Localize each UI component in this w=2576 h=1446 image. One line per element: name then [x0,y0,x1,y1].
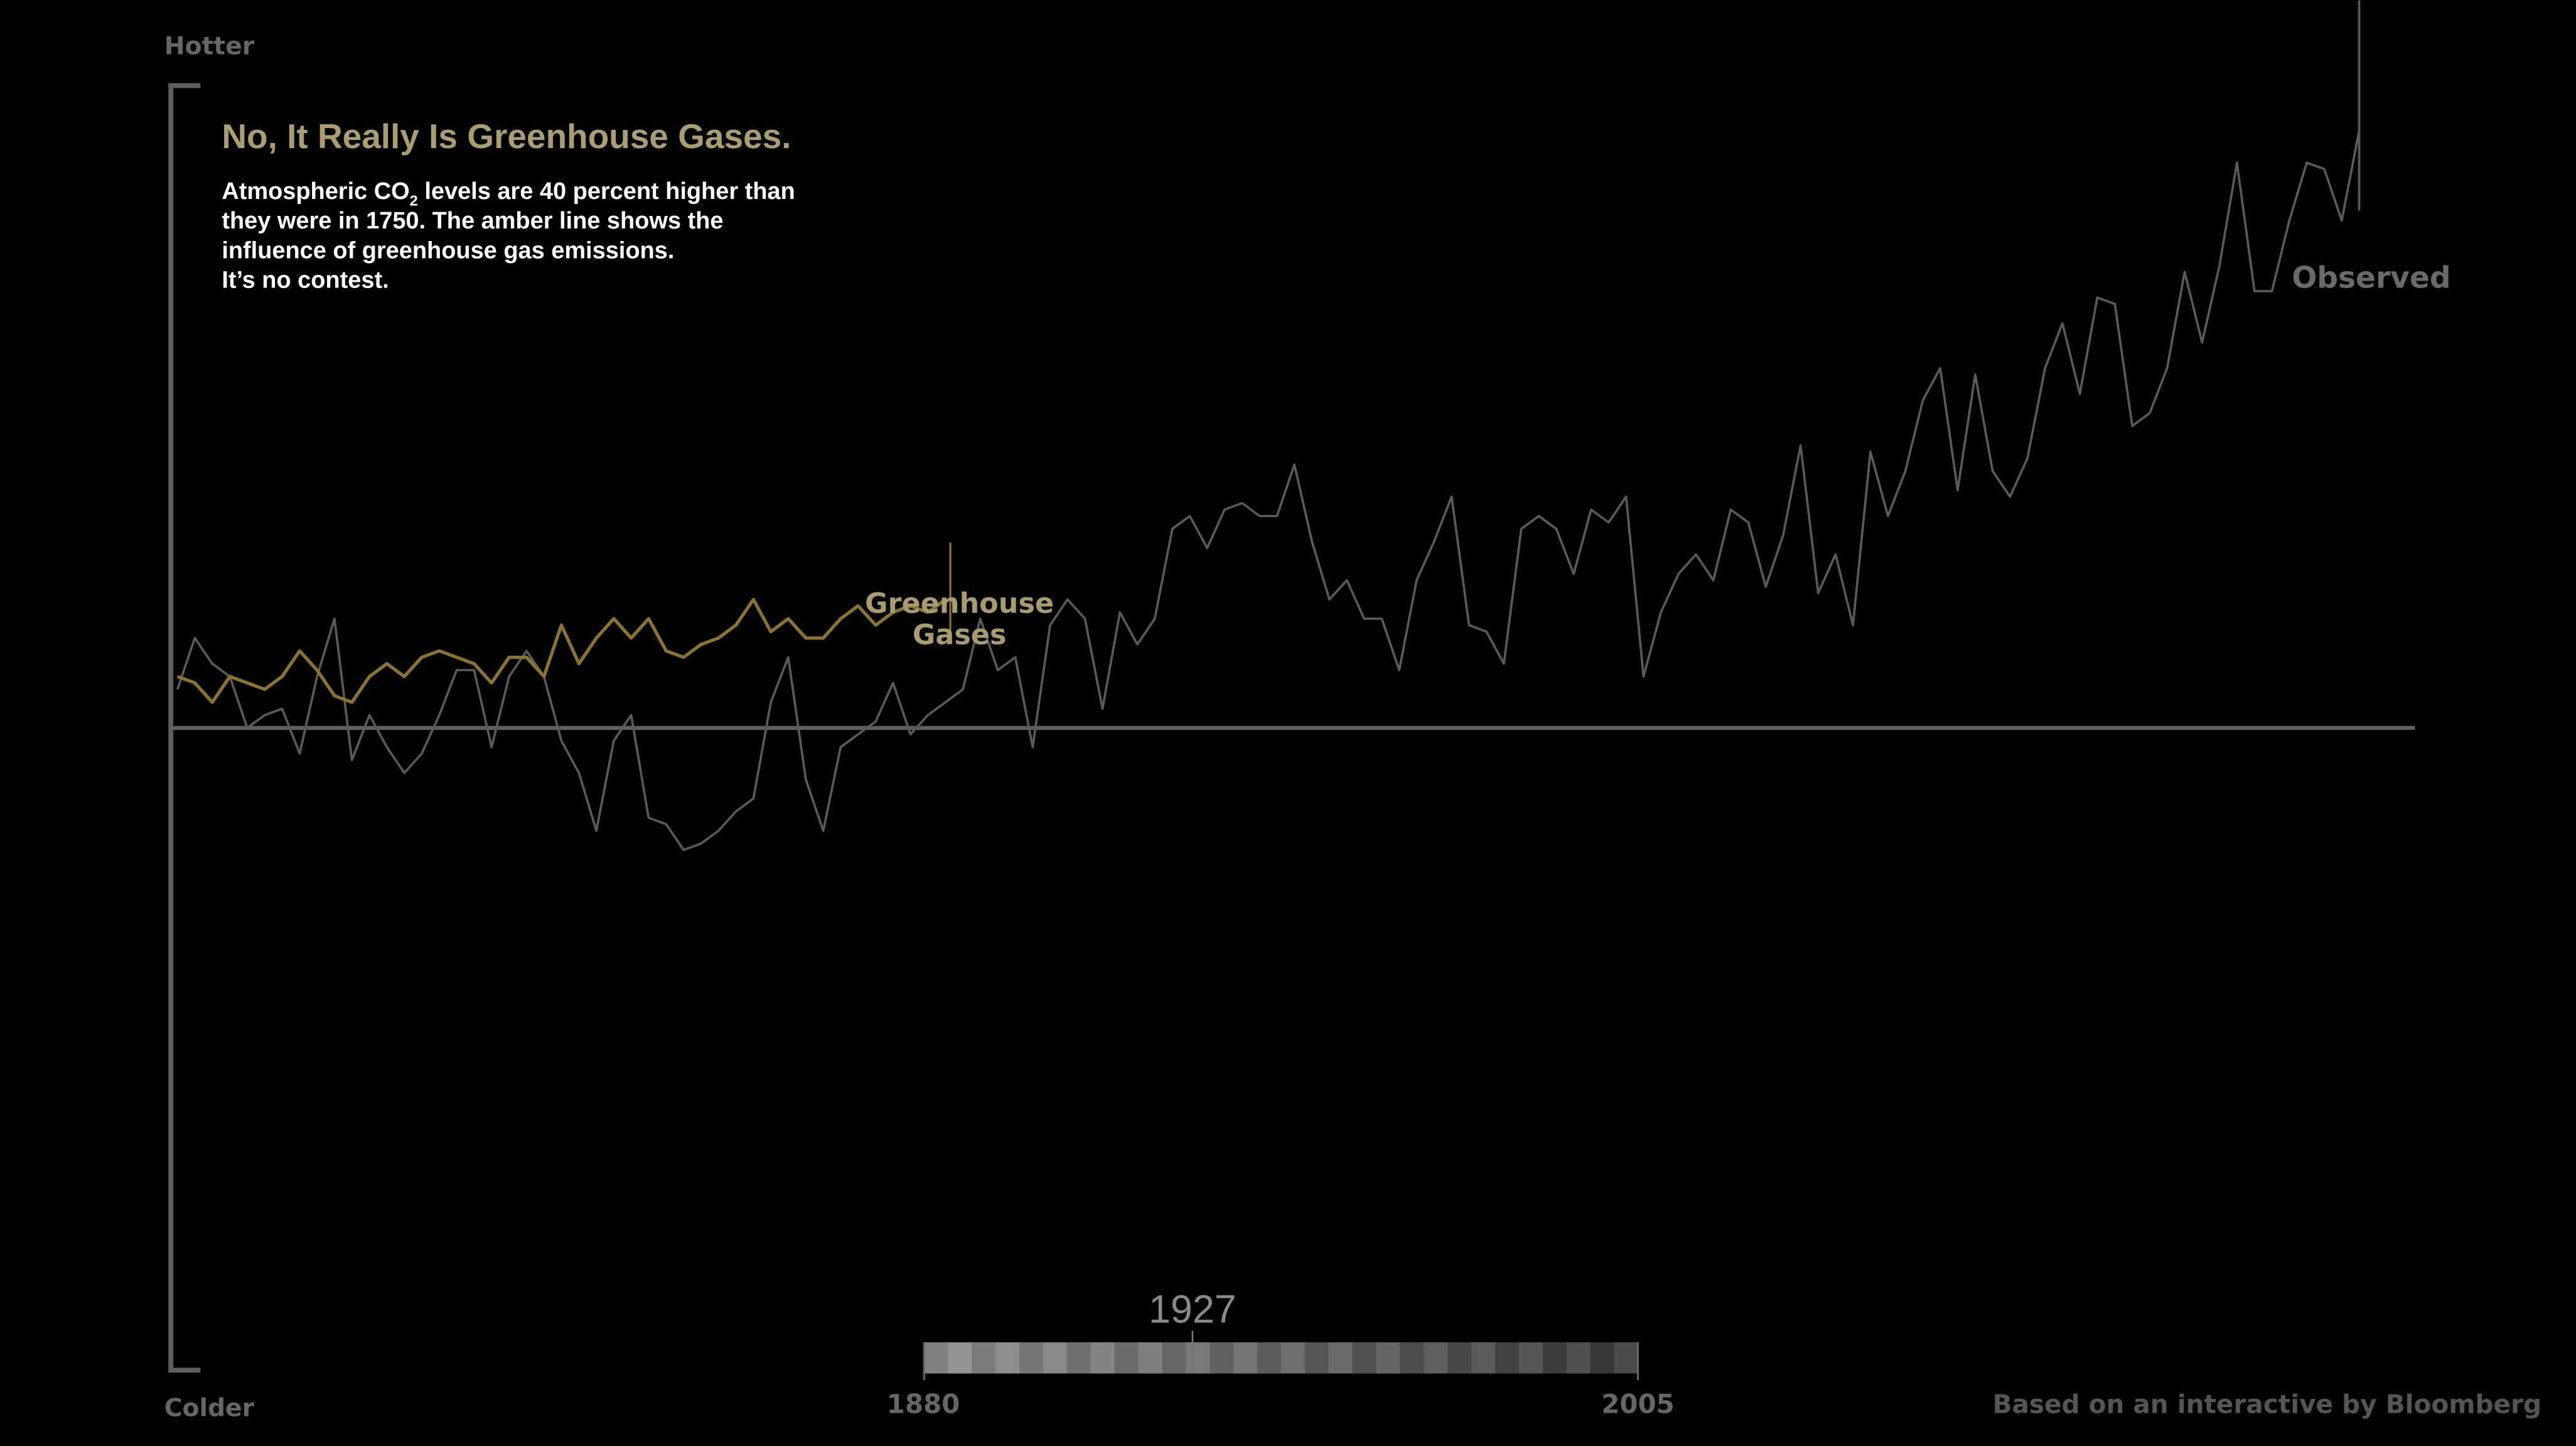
timeline-segment[interactable] [1210,1342,1234,1374]
timeline-segment[interactable] [1114,1342,1139,1374]
timeline-segment[interactable] [1328,1342,1353,1374]
timeline-segment[interactable] [1400,1342,1425,1374]
timeline-segment[interactable] [1304,1342,1329,1374]
timeline-segment[interactable] [1542,1342,1567,1374]
timeline-segment[interactable] [1257,1342,1282,1374]
timeline-segment[interactable] [948,1342,972,1374]
timeline-segment[interactable] [1471,1342,1496,1374]
chart-title: No, It Really Is Greenhouse Gases. [222,117,791,156]
y-axis-bracket [168,83,201,1373]
timeline-segment[interactable] [1614,1342,1639,1374]
credit-text: Based on an interactive by Bloomberg [1993,1389,2541,1419]
timeline-slider[interactable]: 1927 1880 2005 [887,1287,1675,1419]
timeline-segment[interactable] [1280,1342,1306,1374]
timeline-track[interactable] [924,1342,1639,1374]
chart-description: Atmospheric CO2 levels are 40 percent hi… [222,178,795,293]
greenhouse-series-line [176,597,947,704]
timeline-segment[interactable] [1233,1342,1258,1374]
timeline-current-year: 1927 [1149,1287,1237,1331]
timeline-segment[interactable] [1424,1342,1449,1374]
timeline-segment[interactable] [1162,1342,1187,1374]
timeline-segment[interactable] [1352,1342,1377,1374]
desc-line-2: they were in 1750. The amber line shows … [222,208,723,234]
timeline-segment[interactable] [924,1342,948,1374]
timeline-segment[interactable] [1066,1342,1092,1374]
timeline-segment[interactable] [1518,1342,1543,1374]
desc-line-4: It’s no contest. [222,267,389,293]
colder-label: Colder [164,1395,255,1423]
timeline-segment[interactable] [1138,1342,1163,1374]
timeline-segment[interactable] [1019,1342,1044,1374]
hotter-label: Hotter [164,33,255,61]
desc-line-1b: levels are 40 percent higher than [418,178,795,205]
timeline-segment[interactable] [972,1342,996,1374]
timeline-segment[interactable] [1566,1342,1591,1374]
timeline-segment[interactable] [1186,1342,1210,1374]
timeline-segment[interactable] [1495,1342,1520,1374]
timeline-segment[interactable] [1376,1342,1401,1374]
desc-subscript: 2 [410,193,418,209]
svg-text:Atmospheric CO2 levels are 40: Atmospheric CO2 levels are 40 percent hi… [222,178,795,208]
timeline-end-label: 2005 [1601,1388,1675,1419]
desc-line-3: influence of greenhouse gas emissions. [222,237,674,264]
desc-line-1a: Atmospheric CO [222,178,409,205]
timeline-segment[interactable] [1090,1342,1115,1374]
greenhouse-label-line-2: Gases [913,619,1007,651]
timeline-start-label: 1880 [887,1388,960,1419]
greenhouse-label-line-1: Greenhouse [865,588,1054,620]
timeline-segment[interactable] [1043,1342,1068,1374]
observed-label: Observed [2292,260,2450,295]
timeline-segment[interactable] [1447,1342,1472,1374]
timeline-segment[interactable] [995,1342,1020,1374]
timeline-segment[interactable] [1590,1342,1615,1374]
